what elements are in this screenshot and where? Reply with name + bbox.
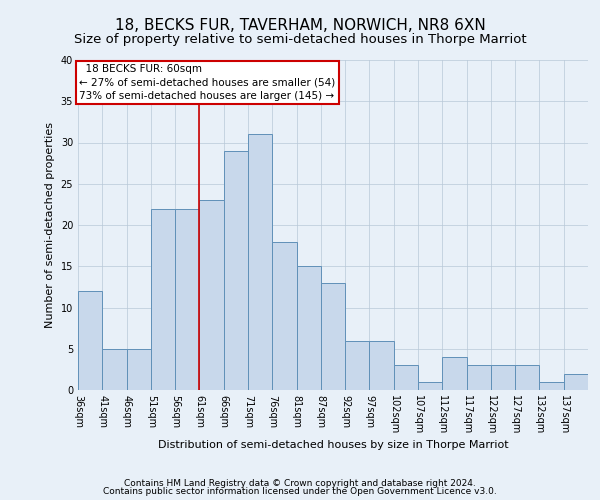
Bar bbox=[418, 382, 442, 390]
Bar bbox=[199, 200, 224, 390]
Bar bbox=[248, 134, 272, 390]
Bar bbox=[515, 365, 539, 390]
Bar bbox=[539, 382, 564, 390]
Bar bbox=[272, 242, 296, 390]
Bar bbox=[345, 340, 370, 390]
Bar bbox=[224, 151, 248, 390]
Text: Contains public sector information licensed under the Open Government Licence v3: Contains public sector information licen… bbox=[103, 487, 497, 496]
Bar bbox=[175, 208, 199, 390]
Bar bbox=[321, 283, 345, 390]
Bar bbox=[370, 340, 394, 390]
Bar bbox=[394, 365, 418, 390]
Bar bbox=[442, 357, 467, 390]
Text: Contains HM Land Registry data © Crown copyright and database right 2024.: Contains HM Land Registry data © Crown c… bbox=[124, 478, 476, 488]
Bar bbox=[564, 374, 588, 390]
Bar bbox=[102, 349, 127, 390]
Y-axis label: Number of semi-detached properties: Number of semi-detached properties bbox=[45, 122, 55, 328]
Bar bbox=[151, 208, 175, 390]
Bar bbox=[467, 365, 491, 390]
X-axis label: Distribution of semi-detached houses by size in Thorpe Marriot: Distribution of semi-detached houses by … bbox=[158, 440, 508, 450]
Text: 18, BECKS FUR, TAVERHAM, NORWICH, NR8 6XN: 18, BECKS FUR, TAVERHAM, NORWICH, NR8 6X… bbox=[115, 18, 485, 32]
Text: 18 BECKS FUR: 60sqm
← 27% of semi-detached houses are smaller (54)
73% of semi-d: 18 BECKS FUR: 60sqm ← 27% of semi-detach… bbox=[79, 64, 336, 100]
Bar bbox=[127, 349, 151, 390]
Bar bbox=[296, 266, 321, 390]
Bar bbox=[78, 291, 102, 390]
Bar bbox=[588, 382, 600, 390]
Text: Size of property relative to semi-detached houses in Thorpe Marriot: Size of property relative to semi-detach… bbox=[74, 32, 526, 46]
Bar bbox=[491, 365, 515, 390]
